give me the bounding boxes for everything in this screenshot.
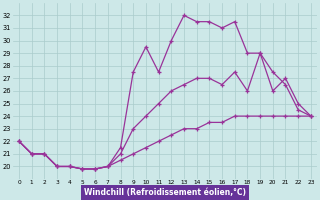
X-axis label: Windchill (Refroidissement éolien,°C): Windchill (Refroidissement éolien,°C)	[84, 188, 246, 197]
